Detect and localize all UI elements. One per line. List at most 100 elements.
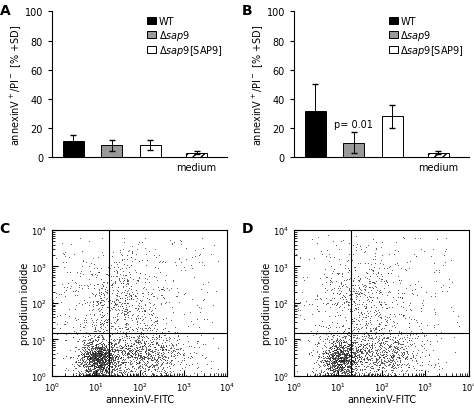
Point xyxy=(365,337,372,343)
Point xyxy=(333,369,341,376)
Point xyxy=(129,371,137,378)
Point xyxy=(100,301,108,307)
Point xyxy=(99,352,107,359)
Point xyxy=(155,265,162,271)
Point xyxy=(342,351,350,358)
Point xyxy=(337,358,345,365)
Point xyxy=(137,351,145,358)
Point xyxy=(343,357,350,363)
Point xyxy=(72,287,79,294)
Point xyxy=(96,345,104,351)
Point xyxy=(99,344,106,351)
Point xyxy=(385,355,393,361)
Point xyxy=(125,349,133,356)
Point xyxy=(402,267,410,273)
Point xyxy=(73,280,80,286)
Point xyxy=(96,299,104,306)
Point xyxy=(349,358,356,364)
Point xyxy=(333,364,341,371)
Point xyxy=(399,304,407,311)
Point xyxy=(373,356,381,363)
Point xyxy=(139,290,147,297)
Point xyxy=(100,347,107,353)
Point xyxy=(109,280,117,287)
Point xyxy=(90,282,98,288)
Point xyxy=(405,320,412,327)
Point xyxy=(90,372,98,379)
Point xyxy=(376,342,383,349)
Point xyxy=(80,352,88,358)
Point xyxy=(101,355,109,362)
Point xyxy=(425,351,432,358)
Point xyxy=(339,323,346,330)
Point xyxy=(329,238,337,244)
Point xyxy=(105,366,112,373)
Point xyxy=(93,353,101,359)
Point xyxy=(360,355,368,362)
Point xyxy=(305,301,313,308)
Point xyxy=(142,347,150,354)
Point xyxy=(105,363,113,370)
Point xyxy=(99,335,106,341)
Point xyxy=(348,349,356,355)
Point xyxy=(339,337,346,344)
Point xyxy=(116,355,124,361)
Point xyxy=(125,303,132,309)
Point xyxy=(85,330,92,337)
Point xyxy=(116,325,124,332)
Point xyxy=(328,339,335,346)
Point xyxy=(329,356,337,363)
Point xyxy=(109,366,116,372)
Point xyxy=(342,352,350,359)
Point xyxy=(93,357,100,364)
Point xyxy=(137,346,145,352)
Point xyxy=(100,355,107,362)
Point xyxy=(112,353,120,359)
Point xyxy=(361,287,369,294)
Point xyxy=(335,246,342,252)
Point xyxy=(67,282,75,289)
Point xyxy=(310,347,317,353)
Point xyxy=(156,354,164,360)
Point xyxy=(121,371,128,377)
Point xyxy=(81,352,88,358)
Point xyxy=(434,359,441,366)
Point xyxy=(334,354,342,360)
Point xyxy=(348,368,356,374)
Point xyxy=(112,318,120,324)
Point xyxy=(335,361,343,368)
Point xyxy=(86,336,93,342)
Point xyxy=(334,335,341,341)
Point xyxy=(128,353,136,359)
Point xyxy=(166,372,173,379)
Point xyxy=(97,347,105,353)
Point xyxy=(381,321,388,328)
Point xyxy=(147,362,155,368)
Point xyxy=(102,318,109,325)
Point xyxy=(51,344,58,350)
Point xyxy=(150,362,157,369)
Point xyxy=(111,357,118,364)
Point xyxy=(344,299,352,306)
Point xyxy=(166,335,173,342)
Point xyxy=(153,356,160,363)
Point xyxy=(164,349,172,356)
Point xyxy=(109,304,117,311)
Point xyxy=(126,324,134,331)
Point xyxy=(146,351,154,358)
Point xyxy=(402,355,410,362)
Point xyxy=(362,329,370,335)
Point xyxy=(92,274,100,280)
Point xyxy=(448,279,456,286)
Point xyxy=(339,372,347,379)
Point xyxy=(98,361,106,367)
Point xyxy=(373,289,380,296)
Point xyxy=(359,341,367,347)
Point xyxy=(96,354,103,361)
Point xyxy=(146,353,154,359)
Point xyxy=(338,364,346,370)
Point xyxy=(122,292,130,298)
Point xyxy=(359,335,367,342)
Point xyxy=(105,347,112,354)
Point xyxy=(383,305,391,311)
